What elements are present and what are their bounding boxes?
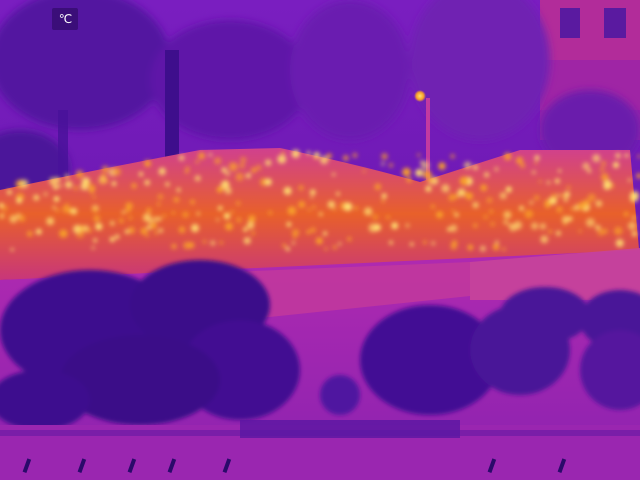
curb (0, 420, 640, 480)
temperature-unit-badge: ℃ (52, 8, 78, 30)
hot-spots (0, 149, 640, 252)
foreground-shrubs (0, 260, 640, 430)
bollards (22, 458, 567, 473)
street-lamp (414, 90, 430, 188)
